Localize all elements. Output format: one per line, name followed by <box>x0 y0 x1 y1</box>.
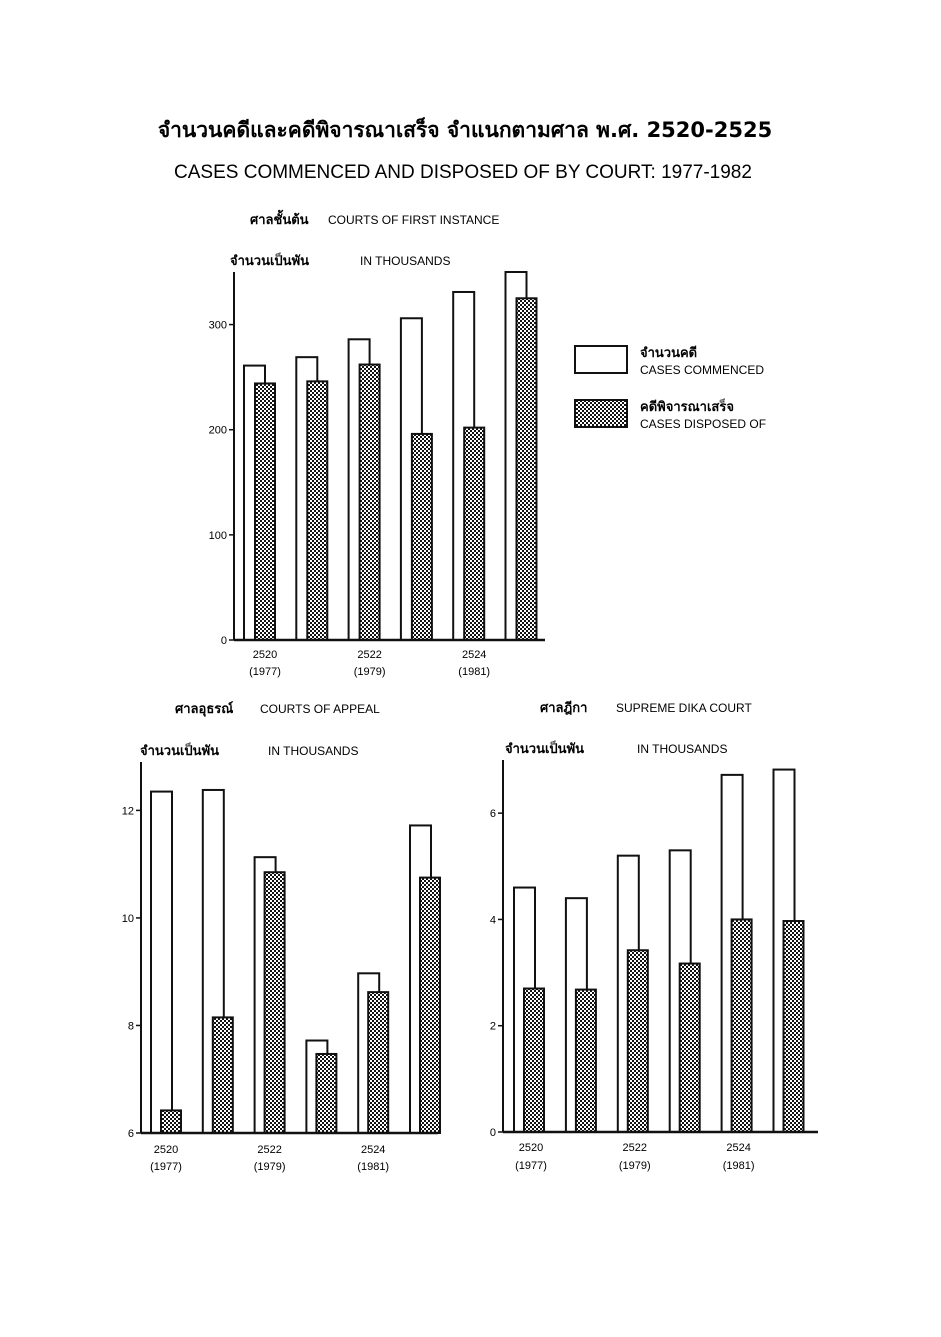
legend-swatch-commenced <box>574 345 628 374</box>
x-tick-label: 2520 <box>154 1144 178 1156</box>
y-tick-label: 2 <box>490 1021 496 1033</box>
bar-disposed <box>358 363 381 641</box>
legend-swatch-disposed <box>574 399 628 428</box>
panel-title-thai: ศาลชั้นต้น <box>250 209 309 228</box>
y-tick-label: 6 <box>128 1128 134 1140</box>
y-tick-label: 200 <box>209 425 227 437</box>
bar-disposed <box>315 1052 338 1134</box>
unit-label-thai: จำนวนเป็นพัน <box>140 741 219 759</box>
x-tick-label-ce: (1979) <box>619 1160 651 1172</box>
panel-title: COURTS OF APPEAL <box>260 702 380 716</box>
x-tick-label: 2520 <box>519 1142 543 1154</box>
bar-disposed <box>263 871 286 1134</box>
x-tick-label-ce: (1981) <box>357 1161 389 1173</box>
bar-disposed <box>730 918 753 1134</box>
panel-title: COURTS OF FIRST INSTANCE <box>328 213 499 227</box>
x-tick-label: 2522 <box>357 649 381 661</box>
main-title-thai: จำนวนคดีและคดีพิจารณาเสร็จ จำแนกตามศาล พ… <box>158 116 772 142</box>
bar-disposed <box>410 432 433 642</box>
x-tick-label: 2520 <box>253 649 277 661</box>
x-tick-label: 2524 <box>361 1144 385 1156</box>
y-tick-label: 12 <box>122 805 134 817</box>
panel-title-thai: ศาลฎีกา <box>540 700 587 716</box>
bar-commenced <box>150 790 173 1134</box>
unit-label-thai: จำนวนเป็นพัน <box>230 251 309 269</box>
bar-disposed <box>574 988 597 1133</box>
panel-title-thai: ศาลอุธรณ์ <box>175 701 233 717</box>
x-tick-label: 2522 <box>623 1142 647 1154</box>
y-tick-label: 4 <box>490 914 496 926</box>
y-tick-label: 100 <box>209 530 227 542</box>
x-tick-label-ce: (1979) <box>254 1161 286 1173</box>
legend-label-commenced-english: CASES COMMENCED <box>640 363 764 377</box>
legend-label-disposed-thai: คดีพิจารณาเสร็จ <box>640 397 734 415</box>
x-tick-label-ce: (1981) <box>458 666 490 678</box>
y-tick-label: 0 <box>490 1127 496 1139</box>
x-tick-label-ce: (1981) <box>723 1160 755 1172</box>
bar-disposed <box>254 382 276 641</box>
x-tick-label-ce: (1977) <box>249 666 281 678</box>
x-tick-label-ce: (1977) <box>515 1160 547 1172</box>
bar-disposed <box>306 380 329 641</box>
y-tick-label: 8 <box>128 1020 134 1032</box>
bar-disposed <box>515 297 538 641</box>
bar-disposed <box>626 949 649 1133</box>
chart-panel-first-instance: ศาลชั้นต้น COURTS OF FIRST INSTANCE จำนวนเ… <box>209 209 545 678</box>
bar-disposed <box>419 876 441 1134</box>
legend-label-commenced-thai: จำนวนคดี <box>640 345 697 361</box>
bar-disposed <box>678 962 701 1134</box>
legend: จำนวนคดี CASES COMMENCED คดีพิจารณาเสร็จ… <box>574 345 766 431</box>
unit-label-thai: จำนวนเป็นพัน <box>505 739 584 757</box>
bar-disposed <box>463 426 486 641</box>
chart-panel-supreme-court: ศาลฎีกา SUPREME DIKA COURT จำนวนเป็นพัน IN … <box>490 700 818 1172</box>
x-tick-label: 2522 <box>257 1144 281 1156</box>
panel-title: SUPREME DIKA COURT <box>616 701 752 715</box>
bar-disposed <box>367 991 390 1135</box>
bar-disposed <box>160 1109 182 1134</box>
y-tick-label: 6 <box>490 808 496 820</box>
legend-label-disposed-english: CASES DISPOSED OF <box>640 417 766 431</box>
x-tick-label: 2524 <box>462 649 486 661</box>
bar-disposed <box>523 987 545 1133</box>
unit-label: IN THOUSANDS <box>360 254 450 268</box>
bar-disposed <box>211 1016 234 1135</box>
x-tick-label-ce: (1979) <box>354 666 386 678</box>
x-tick-label: 2524 <box>726 1142 750 1154</box>
unit-label: IN THOUSANDS <box>268 744 358 758</box>
y-tick-label: 0 <box>221 635 227 647</box>
x-tick-label-ce: (1977) <box>150 1161 182 1173</box>
unit-label: IN THOUSANDS <box>637 742 727 756</box>
chart-panel-appeal: ศาลอุธรณ์ COURTS OF APPEAL จำนวนเป็นพัน IN … <box>122 701 441 1173</box>
y-tick-label: 10 <box>122 913 134 925</box>
main-title-english: CASES COMMENCED AND DISPOSED OF BY COURT… <box>174 162 752 183</box>
bar-disposed <box>782 920 805 1133</box>
y-tick-label: 300 <box>209 320 227 332</box>
